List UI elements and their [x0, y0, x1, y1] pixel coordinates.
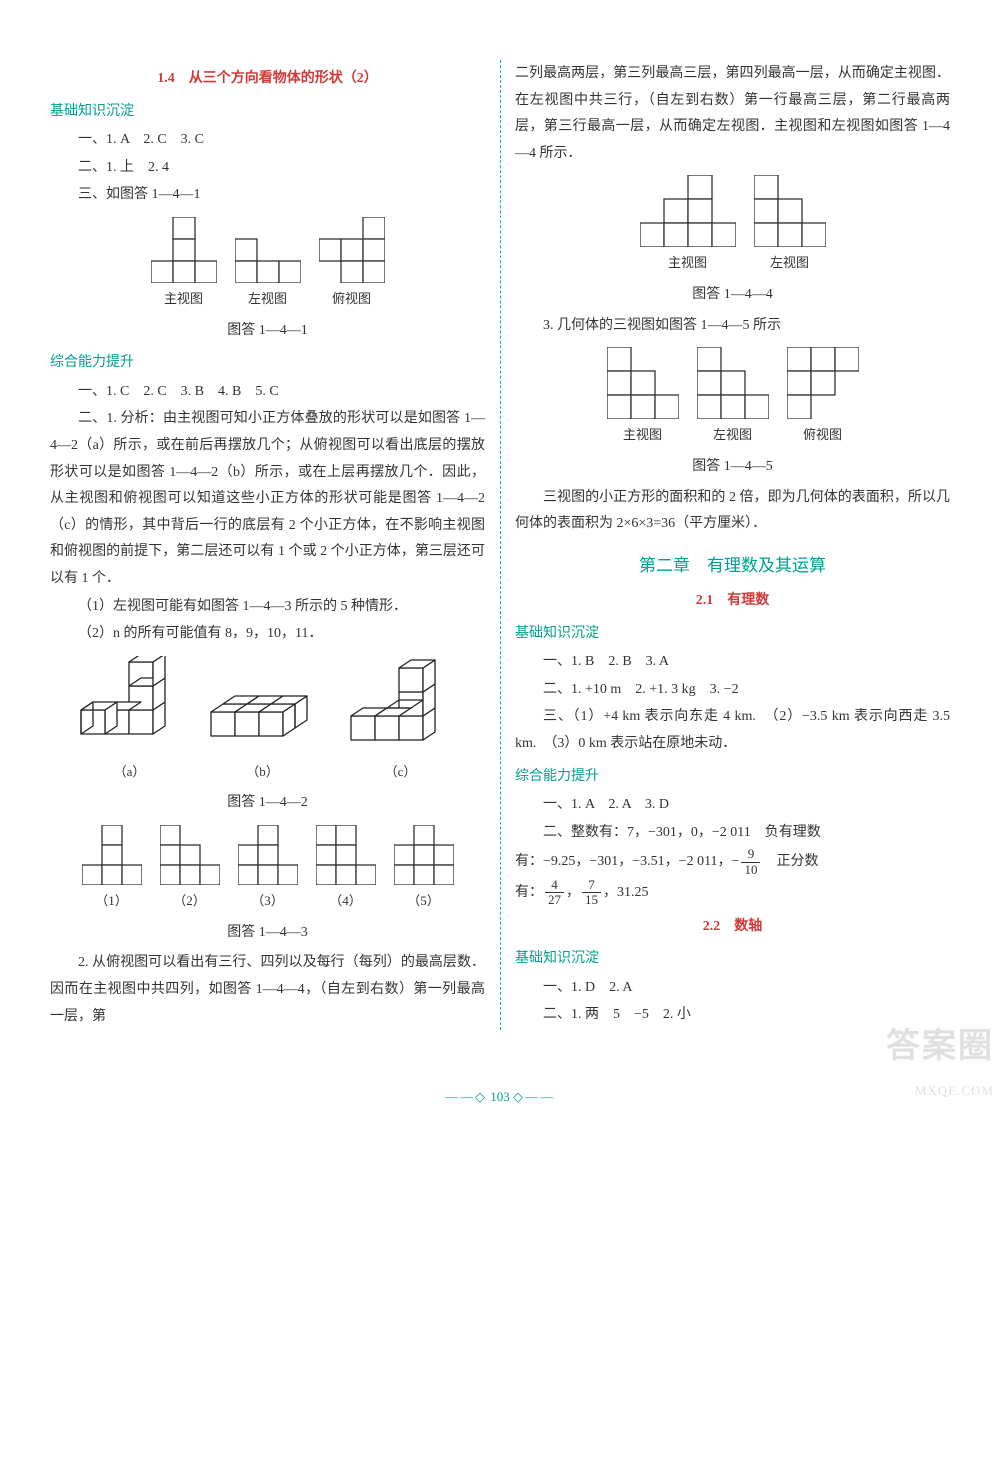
figure-1-4-2: （a） （b）: [50, 656, 485, 817]
figure-1-4-3: （1） （2） （3）: [50, 825, 485, 946]
front-view-icon: [640, 175, 736, 247]
view-label: 左视图: [697, 423, 769, 448]
figure-1-4-1: 主视图 左视图: [50, 217, 485, 344]
view-label: 主视图: [607, 423, 679, 448]
answer-text: 二、整数有：7，−301，0，−2 011 负有理数: [515, 820, 950, 847]
shape-5-icon: [394, 825, 454, 885]
section-basic-right-2: 基础知识沉淀: [515, 946, 950, 973]
figure-caption: 图答 1—4—1: [50, 318, 485, 345]
answer-line: 一、1. A 2. C 3. C: [50, 127, 485, 154]
fraction: 910: [741, 847, 760, 877]
shape-3-icon: [238, 825, 298, 885]
answer-text: 二、1. 分析：由主视图可知小正方体叠放的形状可以是如图答 1—4—2（a）所示…: [50, 406, 485, 592]
answer-text: （1）左视图可能有如图答 1—4—3 所示的 5 种情形．: [50, 594, 485, 621]
right-column: 二列最高两层，第三列最高三层，第四列最高一层，从而确定主视图．在左视图中共三行，…: [515, 60, 950, 1031]
figure-caption: 图答 1—4—5: [515, 454, 950, 481]
answer-line: 二、1. 上 2. 4: [50, 155, 485, 182]
left-view-icon: [235, 217, 301, 283]
figure-caption: 图答 1—4—4: [515, 282, 950, 309]
page-number: ——◇ 103 ◇——: [0, 1085, 1000, 1110]
answer-line: 一、1. A 2. A 3. D: [515, 792, 950, 819]
sub-label: （c）: [341, 760, 461, 785]
text: ，31.25: [603, 885, 649, 900]
fraction: 715: [582, 878, 601, 908]
answer-line: 一、1. B 2. B 3. A: [515, 649, 950, 676]
answer-text: 二列最高两层，第三列最高三层，第四列最高一层，从而确定主视图．在左视图中共三行，…: [515, 61, 950, 167]
view-label: 主视图: [151, 287, 217, 312]
answer-text: 2. 从俯视图可以看出有三行、四列以及每行（每列）的最高层数．因而在主视图中共四…: [50, 950, 485, 1030]
answer-line: 二、1. 两 5 −5 2. 小: [515, 1002, 950, 1029]
text: 二、整数有：7，−301，0，−2 011 负有理数: [543, 825, 821, 840]
text: ，: [566, 885, 580, 900]
sub-label: （1）: [82, 889, 142, 914]
heading-1-4: 1.4 从三个方向看物体的形状（2）: [50, 66, 485, 93]
answer-text: 有：427，715，31.25: [515, 878, 950, 908]
section-basic-left: 基础知识沉淀: [50, 99, 485, 126]
heading-2-2: 2.2 数轴: [515, 914, 950, 941]
answer-text: 3. 几何体的三视图如图答 1—4—5 所示: [515, 313, 950, 340]
view-label: 俯视图: [319, 287, 385, 312]
section-adv-left: 综合能力提升: [50, 350, 485, 377]
deco-icon: ◇——: [513, 1089, 555, 1104]
shape-2-icon: [160, 825, 220, 885]
answer-line: 二、1. +10 m 2. +1. 3 kg 3. −2: [515, 677, 950, 704]
answer-text: （2）n 的所有可能值有 8，9，10，11．: [50, 621, 485, 648]
answer-text: 三视图的小正方形的面积和的 2 倍，即为几何体的表面积，所以几何体的表面积为 2…: [515, 485, 950, 538]
answer-text: 三、（1）+4 km 表示向东走 4 km. （2）−3.5 km 表示向西走 …: [515, 704, 950, 757]
view-label: 俯视图: [787, 423, 859, 448]
top-view-icon: [319, 217, 385, 283]
answer-text: 有：−9.25，−301，−3.51，−2 011，−910 正分数: [515, 847, 950, 877]
view-label: 左视图: [235, 287, 301, 312]
sub-label: （4）: [316, 889, 376, 914]
left-column: 1.4 从三个方向看物体的形状（2） 基础知识沉淀 一、1. A 2. C 3.…: [50, 60, 485, 1031]
figure-caption: 图答 1—4—2: [50, 790, 485, 817]
fraction: 427: [545, 878, 564, 908]
front-view-icon: [607, 347, 679, 419]
view-label: 左视图: [754, 251, 826, 276]
answer-line: 一、1. D 2. A: [515, 975, 950, 1002]
left-view-icon: [754, 175, 826, 247]
page-number-value: 103: [490, 1089, 510, 1104]
cube-a-icon: [75, 656, 185, 756]
figure-1-4-5: 主视图 左视图 俯视图 图: [515, 347, 950, 480]
answer-line: 三、如图答 1—4—1: [50, 182, 485, 209]
text: 正分数: [762, 854, 818, 869]
sub-label: （3）: [238, 889, 298, 914]
text: 有：: [515, 885, 543, 900]
shape-1-icon: [82, 825, 142, 885]
cube-c-icon: [341, 656, 461, 756]
deco-icon: ——◇: [445, 1089, 487, 1104]
front-view-icon: [151, 217, 217, 283]
left-view-icon: [697, 347, 769, 419]
section-basic-right: 基础知识沉淀: [515, 621, 950, 648]
sub-label: （2）: [160, 889, 220, 914]
view-label: 主视图: [640, 251, 736, 276]
text: 有：−9.25，−301，−3.51，−2 011，−: [515, 854, 739, 869]
chapter-heading: 第二章 有理数及其运算: [515, 550, 950, 582]
figure-caption: 图答 1—4—3: [50, 920, 485, 947]
top-view-icon: [787, 347, 859, 419]
sub-label: （a）: [75, 760, 185, 785]
sub-label: （b）: [203, 760, 323, 785]
sub-label: （5）: [394, 889, 454, 914]
heading-2-1: 2.1 有理数: [515, 588, 950, 615]
cube-b-icon: [203, 666, 323, 756]
section-adv-right: 综合能力提升: [515, 764, 950, 791]
shape-4-icon: [316, 825, 376, 885]
figure-1-4-4: 主视图 左视图 图答 1—4—4: [515, 175, 950, 308]
answer-line: 一、1. C 2. C 3. B 4. B 5. C: [50, 379, 485, 406]
column-divider: [500, 60, 501, 1030]
